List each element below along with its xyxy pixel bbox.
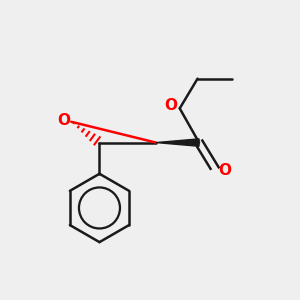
Text: O: O xyxy=(218,163,231,178)
Polygon shape xyxy=(156,139,199,146)
Text: O: O xyxy=(164,98,177,113)
Text: O: O xyxy=(57,113,70,128)
